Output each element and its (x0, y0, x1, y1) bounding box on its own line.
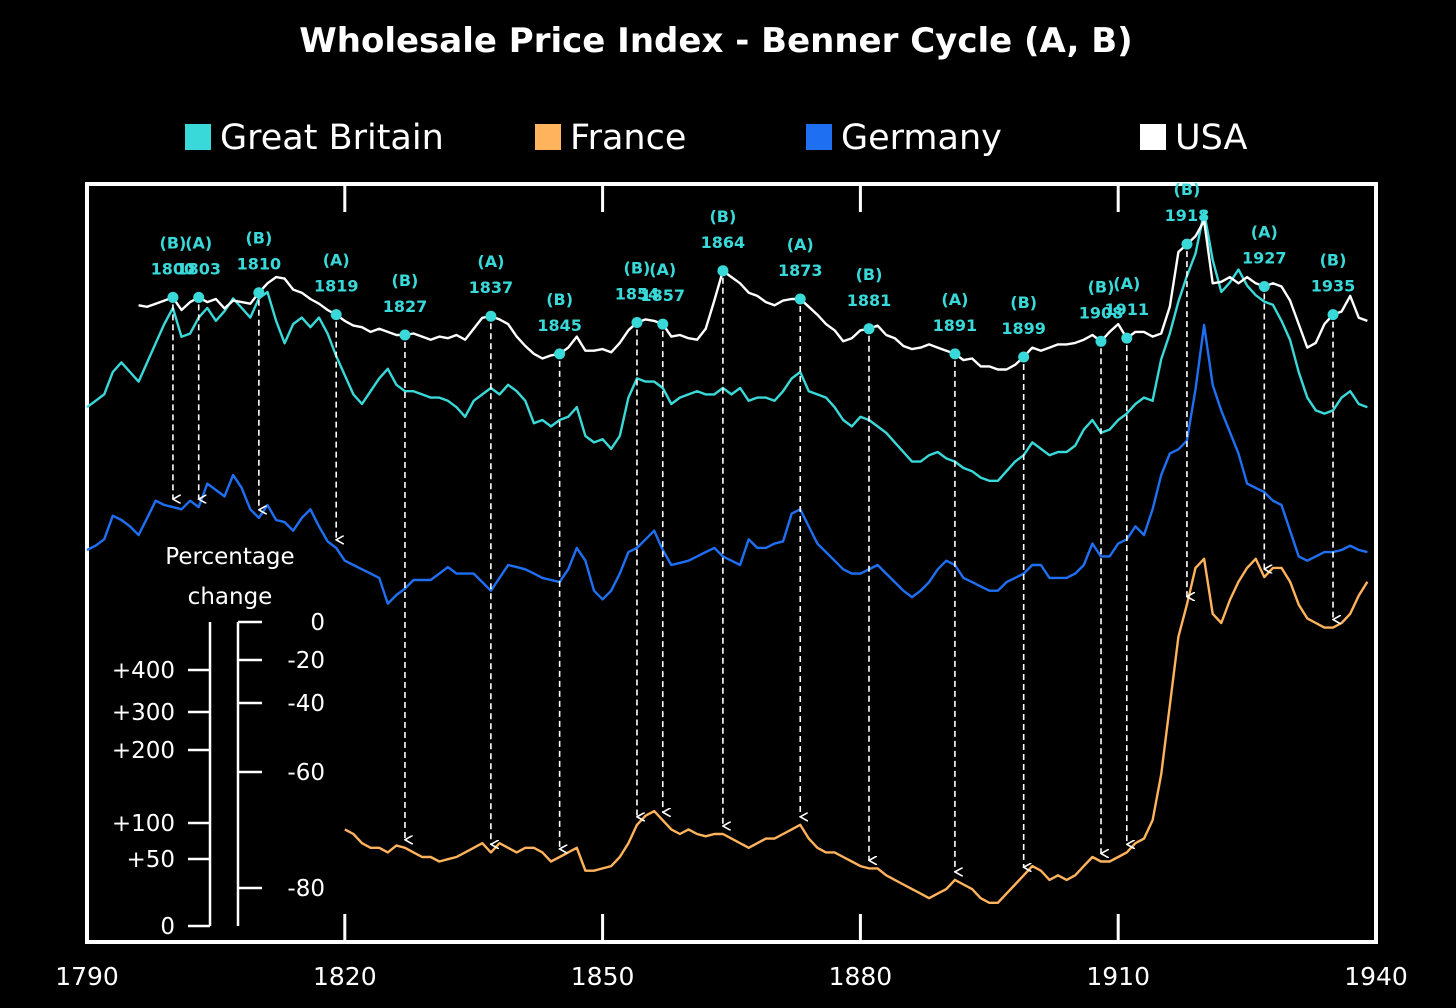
x-tick-label-1880: 1880 (829, 962, 893, 991)
annotation-marker-1827 (399, 329, 411, 341)
legend-swatch-germany (806, 124, 832, 150)
annotation-year-1845: 1845 (537, 316, 582, 335)
annotation-year-1873: 1873 (778, 261, 823, 280)
top-tick-marks (343, 184, 1120, 212)
annotation-year-1810: 1810 (237, 255, 282, 274)
annotation-year-1881: 1881 (847, 291, 892, 310)
annotation-type-1837: (A) (477, 252, 504, 271)
scale-label-line-2: change (188, 584, 273, 610)
annotation-marker-1873 (794, 293, 806, 305)
scale-left-label: 0 (160, 914, 175, 940)
legend-label-germany: Germany (841, 118, 1002, 158)
legend-label-great-britain: Great Britain (220, 118, 444, 158)
annotation-year-1899: 1899 (1001, 319, 1046, 338)
annotation-marker-1935 (1327, 309, 1339, 321)
legend: Great Britain France Germany USA (185, 118, 1247, 158)
annotation-type-1845: (B) (546, 290, 573, 309)
annotation-marker-1800 (167, 291, 179, 303)
scale-right-label: -60 (287, 760, 325, 786)
chart-title: Wholesale Price Index - Benner Cycle (A,… (299, 21, 1132, 61)
annotation-year-1857: 1857 (640, 286, 685, 305)
series-line-germany (86, 323, 1368, 605)
annotation-year-1891: 1891 (933, 316, 978, 335)
annotation-year-1803: 1803 (176, 259, 221, 278)
annotation-year-1800: 1800 (151, 259, 196, 278)
annotation-marker-1864 (717, 265, 729, 277)
annotation-type-1864: (B) (709, 207, 736, 226)
annotation-marker-1803 (193, 291, 205, 303)
legend-swatch-great-britain (185, 124, 211, 150)
legend-swatch-usa (1140, 124, 1166, 150)
x-tick-label-1820: 1820 (313, 962, 377, 991)
annotation-year-1935: 1935 (1311, 277, 1356, 296)
series-layer (86, 210, 1369, 904)
annotation-type-1857: (A) (649, 260, 676, 279)
scale-right-label: -20 (287, 648, 325, 674)
annotation-type-1935: (B) (1320, 251, 1347, 270)
plot-frame (85, 182, 1378, 944)
annotation-year-1854: 1854 (615, 285, 660, 304)
annotation-marker-1810 (253, 287, 265, 299)
series-line-france (344, 557, 1369, 904)
x-tick-label-1910: 1910 (1086, 962, 1150, 991)
annotation-marker-1837 (485, 310, 497, 322)
legend-swatch-france (535, 124, 561, 150)
legend-label-france: France (570, 118, 686, 158)
annotation-marker-1918 (1181, 238, 1193, 250)
annotation-type-1918: (B) (1174, 180, 1201, 199)
scale-label-line-1: Percentage (165, 544, 294, 570)
annotation-type-1827: (B) (392, 271, 419, 290)
scale-right-label: -40 (287, 691, 325, 717)
annotation-year-1837: 1837 (469, 278, 514, 297)
annotation-year-1908: 1908 (1079, 303, 1124, 322)
annotation-year-1918: 1918 (1165, 206, 1210, 225)
annotation-type-1803: (A) (185, 233, 212, 252)
annotation-marker-1845 (554, 348, 566, 360)
annotation-type-1908: (B) (1088, 277, 1115, 296)
scale-left-label: +100 (112, 811, 175, 837)
annotation-marker-1819 (330, 309, 342, 321)
annotation-type-1800: (B) (160, 233, 187, 252)
annotation-year-1927: 1927 (1242, 248, 1287, 267)
scale-left-label: +300 (112, 700, 175, 726)
annotation-year-1911: 1911 (1105, 300, 1150, 319)
annotation-marker-1857 (657, 318, 669, 330)
scale-left-label: +400 (112, 658, 175, 684)
annotation-marker-1911 (1121, 332, 1133, 344)
annotation-marker-1891 (949, 348, 961, 360)
percentage-scale: Percentage change +400 +300 +200 +100 +50 0 0 -… (112, 544, 325, 940)
scale-right-label: 0 (310, 610, 325, 636)
series-line-great-britain (86, 210, 1368, 482)
annotation-type-1819: (A) (323, 251, 350, 270)
series-line-usa (138, 219, 1368, 371)
scale-right-label: -80 (287, 876, 325, 902)
annotation-year-1819: 1819 (314, 277, 359, 296)
annotation-type-1881: (B) (856, 265, 883, 284)
annotation-type-1911: (A) (1113, 274, 1140, 293)
x-axis: 1790 1820 1850 1880 1910 1940 (55, 914, 1408, 991)
scale-left-label: +50 (126, 847, 175, 873)
annotation-year-1827: 1827 (383, 297, 428, 316)
annotation-layer: (B) 1800 (A) 1803 (B) 1810 (A) 1819 (B) 1827 (A) 18… (151, 180, 1356, 872)
annotation-type-1891: (A) (941, 290, 968, 309)
annotation-type-1873: (A) (787, 235, 814, 254)
annotation-marker-1908 (1095, 335, 1107, 347)
annotation-type-1899: (B) (1010, 293, 1037, 312)
x-tick-label-1850: 1850 (571, 962, 635, 991)
annotation-type-1854: (B) (624, 259, 651, 278)
annotation-year-1864: 1864 (701, 233, 746, 252)
x-tick-label-1790: 1790 (55, 962, 119, 991)
annotation-type-1810: (B) (245, 229, 272, 248)
annotation-marker-1854 (631, 317, 643, 328)
annotation-marker-1927 (1258, 280, 1270, 292)
legend-label-usa: USA (1175, 118, 1247, 158)
annotation-marker-1881 (863, 323, 875, 335)
scale-left-label: +200 (112, 738, 175, 764)
annotation-marker-1899 (1018, 351, 1030, 363)
annotation-type-1927: (A) (1251, 222, 1278, 241)
x-tick-label-1940: 1940 (1344, 962, 1408, 991)
